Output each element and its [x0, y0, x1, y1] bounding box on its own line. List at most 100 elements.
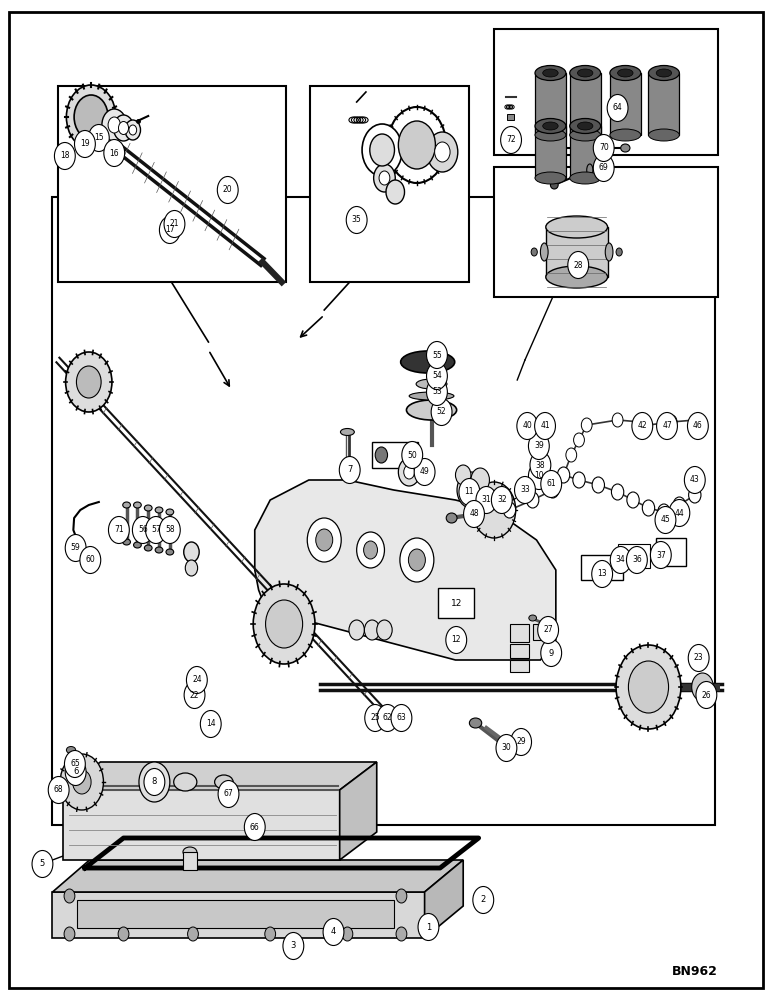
Text: 1: 1 — [426, 922, 431, 932]
Circle shape — [188, 927, 198, 941]
Circle shape — [688, 412, 709, 440]
Circle shape — [349, 620, 364, 640]
Text: 20: 20 — [223, 186, 232, 194]
Text: 3: 3 — [291, 942, 296, 950]
Text: 26: 26 — [702, 690, 711, 700]
Circle shape — [48, 776, 69, 804]
Circle shape — [455, 465, 471, 485]
Ellipse shape — [166, 509, 174, 515]
Text: 38: 38 — [536, 460, 545, 470]
Text: 39: 39 — [534, 442, 543, 450]
Circle shape — [431, 398, 452, 426]
Text: 11: 11 — [465, 488, 474, 496]
Text: 48: 48 — [469, 510, 479, 518]
Polygon shape — [425, 860, 463, 938]
Circle shape — [581, 418, 592, 432]
Circle shape — [592, 477, 604, 493]
Ellipse shape — [616, 248, 622, 256]
Circle shape — [146, 516, 167, 544]
Text: 60: 60 — [86, 556, 95, 564]
Circle shape — [347, 207, 367, 233]
Bar — [535, 73, 566, 135]
Ellipse shape — [123, 539, 130, 545]
Ellipse shape — [535, 66, 566, 81]
Circle shape — [283, 932, 304, 960]
Circle shape — [400, 538, 434, 582]
Circle shape — [66, 758, 86, 786]
Text: 12: 12 — [452, 636, 461, 645]
Ellipse shape — [605, 243, 613, 261]
Circle shape — [119, 121, 128, 134]
Text: 56: 56 — [138, 526, 147, 534]
Ellipse shape — [531, 248, 537, 256]
Circle shape — [80, 546, 100, 574]
Polygon shape — [77, 900, 394, 928]
Circle shape — [64, 889, 75, 903]
Text: 49: 49 — [420, 468, 429, 477]
Circle shape — [386, 180, 405, 204]
Circle shape — [426, 342, 448, 368]
Circle shape — [528, 432, 550, 460]
Text: 41: 41 — [540, 422, 550, 430]
Text: 65: 65 — [70, 760, 80, 768]
Text: 71: 71 — [114, 526, 124, 534]
Text: 52: 52 — [437, 408, 446, 416]
Text: 69: 69 — [599, 163, 608, 172]
Text: 12: 12 — [451, 598, 462, 607]
Circle shape — [496, 734, 517, 762]
Text: 47: 47 — [662, 422, 672, 430]
Bar — [507, 114, 514, 120]
Text: 70: 70 — [599, 143, 608, 152]
Bar — [656, 538, 686, 566]
Circle shape — [459, 479, 480, 506]
Text: 35: 35 — [352, 216, 361, 225]
Circle shape — [218, 780, 239, 808]
Circle shape — [362, 124, 402, 176]
Text: 10: 10 — [534, 472, 543, 481]
Text: 29: 29 — [516, 738, 526, 746]
Circle shape — [408, 549, 425, 571]
Circle shape — [692, 673, 713, 701]
Text: 7: 7 — [347, 466, 352, 475]
Circle shape — [187, 666, 207, 694]
Ellipse shape — [401, 351, 455, 373]
Circle shape — [66, 85, 116, 149]
Circle shape — [54, 142, 76, 169]
Text: 5: 5 — [40, 859, 45, 868]
Circle shape — [185, 682, 205, 708]
Ellipse shape — [618, 69, 633, 77]
Circle shape — [164, 211, 185, 237]
Circle shape — [357, 532, 384, 568]
Text: 25: 25 — [371, 714, 380, 722]
Circle shape — [364, 704, 386, 732]
Circle shape — [659, 547, 666, 557]
Ellipse shape — [577, 122, 593, 130]
Bar — [510, 660, 529, 672]
Circle shape — [627, 492, 639, 508]
Text: 36: 36 — [632, 556, 642, 564]
Ellipse shape — [621, 144, 630, 152]
Text: 68: 68 — [54, 786, 63, 794]
Circle shape — [631, 412, 653, 440]
Text: 61: 61 — [547, 480, 556, 488]
Circle shape — [402, 442, 423, 468]
Bar — [494, 29, 718, 155]
Circle shape — [316, 529, 333, 551]
Circle shape — [84, 552, 96, 568]
Circle shape — [557, 467, 570, 483]
Circle shape — [530, 452, 551, 479]
Ellipse shape — [543, 122, 558, 130]
Text: 67: 67 — [224, 790, 233, 798]
Ellipse shape — [570, 129, 601, 141]
Circle shape — [611, 484, 624, 500]
Circle shape — [666, 415, 677, 429]
Text: 37: 37 — [656, 550, 665, 560]
Text: 13: 13 — [598, 570, 607, 578]
Ellipse shape — [409, 392, 454, 400]
Text: 59: 59 — [71, 544, 80, 552]
Circle shape — [414, 458, 435, 486]
Circle shape — [396, 889, 407, 903]
Circle shape — [655, 506, 676, 534]
Circle shape — [457, 472, 485, 508]
Circle shape — [689, 487, 701, 503]
